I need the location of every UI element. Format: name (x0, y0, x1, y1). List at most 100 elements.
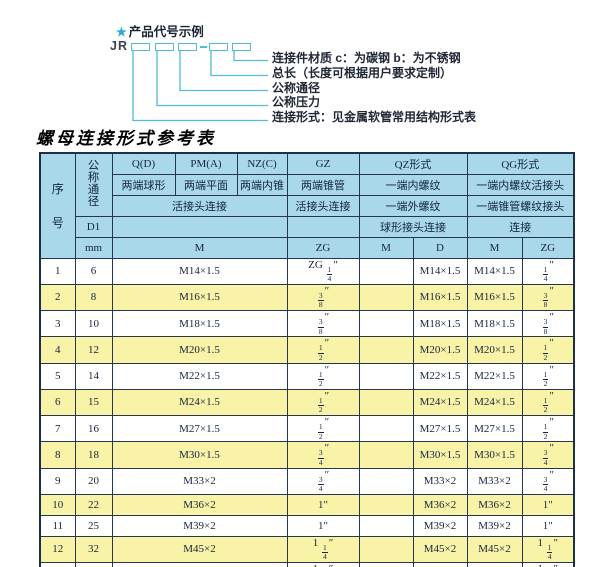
cell-seq: 10 (39, 493, 76, 516)
header-qz-d: D (412, 236, 468, 259)
cell-qg-zg: 1 4 ″ (521, 257, 575, 285)
header-spacer-left (111, 215, 288, 238)
cell-gz: 1 12″ (286, 561, 360, 567)
header-qg-desc3: 连接 (466, 215, 575, 238)
cell-qg-zg: 3 8 ″ (521, 309, 575, 338)
cell-qg-m: M22×1.5 (466, 362, 523, 390)
header-qg-m: M (466, 236, 523, 259)
cell-qg-m: M18×1.5 (466, 309, 523, 338)
label-nominal-diameter: 公称通径 (272, 80, 321, 95)
table-row: 2 8 M16×1.5 3 8 ″ M16×1.5 M16×1.5 3 8 ″ (39, 283, 575, 312)
cell-qz-d: M52×2 (412, 561, 468, 567)
cell-m: M33×2 (111, 467, 288, 495)
cell-qz-m (358, 257, 414, 285)
cell-qz-d: M20×1.5 (412, 336, 468, 364)
header-q-desc: 两端球形 (111, 173, 176, 196)
cell-m: M39×2 (111, 514, 288, 537)
table-row: 1340M52×21 12″M52×2M52×21 12″ (39, 561, 575, 567)
table-row: 8 18 M30×1.5 3 4 ″ M30×1.5 M30×1.5 3 4 ″ (39, 441, 575, 469)
header-d1: D1 (74, 215, 113, 238)
header-nominal-diameter: 公称通径 (74, 152, 113, 217)
code-dash (200, 46, 207, 48)
table-row: 5 14 M22×1.5 1 2 ″ M22×1.5 M22×1.5 1 2 ″ (39, 362, 575, 390)
cell-seq: 13 (39, 561, 76, 567)
cell-dn: 6 (74, 257, 113, 285)
cell-m: M14×1.5 (111, 257, 288, 285)
cell-qg-zg: 1 2 ″ (521, 362, 575, 390)
label-nominal-pressure: 公称压力 (272, 95, 321, 110)
cell-qg-m: M45×2 (466, 535, 523, 564)
label-connection-type: 连接形式：见金属软管常用结构形式表 (272, 110, 477, 125)
cell-seq: 12 (39, 535, 76, 564)
table-body: 1 6 M14×1.5 ZG 1 4 ″ M14×1.5 M14×1.5 1 4 ″ 2 8 M16×1.… (39, 257, 575, 567)
header-spacer-gz (286, 215, 360, 238)
header-qz-form: QZ形式 (358, 152, 468, 175)
cell-qg-zg: 3 4 ″ (521, 467, 575, 495)
cell-seq: 6 (39, 388, 76, 417)
header-qg-form: QG形式 (466, 152, 575, 175)
cell-gz: 1 2 ″ (286, 336, 360, 364)
cell-qg-m: M36×2 (466, 493, 523, 516)
cell-gz: 1" (286, 493, 360, 516)
cell-gz: 1 2 ″ (286, 414, 360, 443)
header-zg: ZG (286, 236, 360, 259)
cell-m: M52×2 (111, 561, 288, 567)
code-box-2 (155, 43, 174, 51)
cell-qg-zg: 1 2 ″ (521, 388, 575, 417)
cell-qg-m: M27×1.5 (466, 414, 523, 443)
cell-qg-m: M16×1.5 (466, 283, 523, 312)
table-header: 序号 公称通径 Q(D) PM(A) NZ(C) GZ QZ形式 QG形式 两端… (39, 152, 575, 259)
header-qg-desc1: 一端内螺纹活接头 (466, 173, 575, 196)
cell-seq: 5 (39, 362, 76, 390)
table-row: 9 20 M33×2 3 4 ″ M33×2 M33×2 3 4 ″ (39, 467, 575, 495)
table-row: 3 10 M18×1.5 3 8 ″ M18×1.5 M18×1.5 3 8 ″ (39, 309, 575, 338)
header-qz-desc3: 球形接头连接 (358, 215, 468, 238)
cell-gz: 1" (286, 514, 360, 537)
cell-dn: 32 (74, 535, 113, 564)
label-length: 总长（长度可根据用户要求定制） (272, 65, 453, 80)
table-row: 7 16 M27×1.5 1 2 ″ M27×1.5 M27×1.5 1 2 ″ (39, 414, 575, 443)
cell-seq: 8 (39, 441, 76, 469)
header-qg-desc2: 一端锥管螺纹接头 (466, 194, 575, 217)
cell-qz-d: M22×1.5 (412, 362, 468, 390)
header-mm: mm (74, 236, 113, 259)
header-qg-zg: ZG (521, 236, 575, 259)
header-gz-connection: 活接头连接 (286, 194, 360, 217)
cell-dn: 16 (74, 414, 113, 443)
cell-gz: 1 2 ″ (286, 388, 360, 417)
cell-seq: 7 (39, 414, 76, 443)
cell-qz-d: M36×2 (412, 493, 468, 516)
table-row: 12 32 M45×2 1 1 4 ″ M45×2 M45×2 1 1 4 ″ (39, 535, 575, 564)
cell-dn: 40 (74, 561, 113, 567)
cell-qz-m (358, 561, 414, 567)
cell-seq: 11 (39, 514, 76, 537)
diagram-title-row: ★ 产品代号示例 (116, 21, 204, 40)
cell-qz-m (358, 441, 414, 469)
cell-qg-zg: 1 2 ″ (521, 336, 575, 364)
code-box-4 (209, 43, 228, 51)
table-row: 1 6 M14×1.5 ZG 1 4 ″ M14×1.5 M14×1.5 1 4 ″ (39, 257, 575, 285)
header-pm: PM(A) (174, 152, 238, 175)
header-seq: 序号 (39, 152, 76, 259)
cell-qz-m (358, 493, 414, 516)
cell-gz: 1 2 ″ (286, 362, 360, 390)
cell-dn: 8 (74, 283, 113, 312)
cell-qz-d: M33×2 (412, 467, 468, 495)
cell-qg-m: M20×1.5 (466, 336, 523, 364)
cell-qz-m (358, 362, 414, 390)
cell-qg-zg: 3 4 ″ (521, 441, 575, 469)
cell-qg-zg: 3 8 ″ (521, 283, 575, 312)
cell-gz: ZG 1 4 ″ (286, 257, 360, 285)
cell-qz-m (358, 414, 414, 443)
diagram-title: 产品代号示例 (128, 25, 204, 39)
product-code-prefix: JR (110, 39, 128, 53)
cell-qz-d: M27×1.5 (412, 414, 468, 443)
cell-dn: 18 (74, 441, 113, 469)
cell-seq: 3 (39, 309, 76, 338)
cell-m: M27×1.5 (111, 414, 288, 443)
code-box-3 (178, 43, 197, 51)
cell-m: M18×1.5 (111, 309, 288, 338)
cell-qz-m (358, 467, 414, 495)
cell-m: M45×2 (111, 535, 288, 564)
cell-qz-d: M18×1.5 (412, 309, 468, 338)
